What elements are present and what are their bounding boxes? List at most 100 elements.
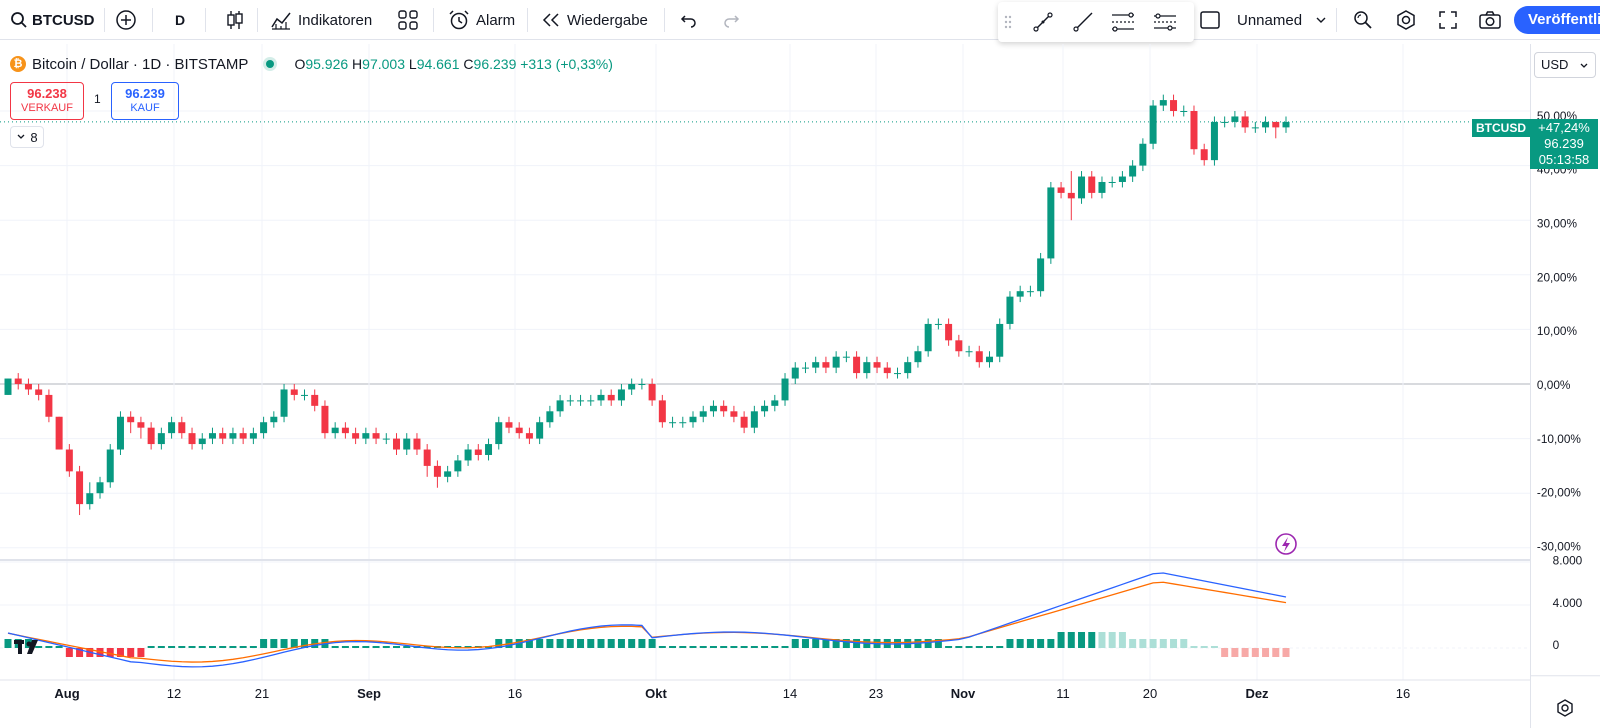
macd-histogram-bar [822,639,830,648]
candle [638,378,646,390]
currency-select[interactable]: USD [1534,52,1596,78]
time-axis-settings-button[interactable] [1556,699,1574,722]
candle [1231,111,1239,128]
time-tick-label: 16 [508,686,522,701]
indicators-button[interactable]: Indikatoren [270,0,372,40]
candle [1139,138,1147,172]
macd-histogram-bar [709,646,717,648]
last-price: 96.239 [1544,136,1584,151]
macd-histogram-bar [617,639,625,648]
parallel-channel-tool[interactable] [1152,2,1178,42]
candle [812,356,820,374]
alarm-button[interactable]: Alarm [448,0,515,40]
macd-histogram-bar [587,639,595,648]
undo-button[interactable] [680,0,698,40]
candle [1108,176,1116,188]
trend-line-tool[interactable] [1032,2,1054,42]
sell-button[interactable]: 96.238 VERKAUF [10,82,84,120]
symbol-search-button[interactable]: BTCUSD [10,0,95,40]
ray-tool[interactable] [1072,2,1094,42]
layout-name-button[interactable]: Unnamed [1199,0,1328,40]
candle [945,318,953,346]
checkbox-square-icon [1200,11,1220,29]
bitcoin-logo-icon: ₿ [10,56,26,72]
macd-histogram-bar [832,639,840,648]
candle [679,416,687,428]
macd-histogram-bar [454,646,462,648]
macd-histogram-bar [525,639,533,648]
chart-canvas[interactable]: Aug 12 21 Sep 16 Okt 14 23 Nov 11 20 Dez 16 [0,44,1530,728]
replay-label: Wiedergabe [567,11,648,29]
candle [832,351,840,374]
candle [444,465,452,483]
drag-handle[interactable] [1004,2,1012,42]
macd-histogram-bar [750,646,758,648]
settings-button[interactable] [1395,0,1417,40]
candle [863,356,871,379]
replay-button[interactable]: Wiedergabe [541,0,648,40]
macd-histogram-bar [45,646,53,648]
macd-histogram-bar [1210,646,1218,648]
lightning-events-icon[interactable] [1275,533,1297,555]
macd-histogram-bar [76,648,84,657]
chart-legend: ₿ Bitcoin / Dollar · 1D · BITSTAMP O95.9… [10,54,613,74]
macd-histogram-bar [341,646,349,648]
candles-icon [227,11,243,29]
time-tick-label: 16 [1396,686,1410,701]
layouts-button[interactable] [397,0,419,40]
candle [761,400,769,417]
macd-histogram-bar [658,646,666,648]
macd-histogram-bar [1221,648,1229,657]
candle [208,427,216,445]
publish-button[interactable]: Veröffentlichen [1514,6,1600,34]
symbol-title[interactable]: Bitcoin / Dollar · 1D · BITSTAMP [32,55,249,73]
macd-histogram-bar [300,639,308,648]
candle [771,394,779,412]
fib-retracement-tool[interactable] [1110,2,1136,42]
macd-histogram-bar [955,646,963,648]
candle [178,416,186,439]
macd-histogram-bar [331,646,339,648]
indicators-collapse-button[interactable]: 8 [10,126,44,148]
candle [1129,160,1137,182]
candle [842,351,850,363]
fullscreen-button[interactable] [1438,0,1458,40]
candle [260,416,268,439]
macd-histogram-bar [781,646,789,648]
chevron-down-icon [1316,17,1326,23]
macd-histogram-bar [812,639,820,648]
candle [709,400,717,417]
macd-histogram-bar [352,646,360,648]
buy-button[interactable]: 96.239 KAUF [111,82,179,120]
macd-histogram-bar [239,646,247,648]
candle [689,411,697,428]
macd-histogram-bar [372,646,380,648]
candle [791,362,799,384]
macd-histogram-bar [597,639,605,648]
interval-button[interactable]: D [175,0,185,40]
search-icon [11,12,27,28]
chevron-down-icon [1580,63,1588,68]
redo-button[interactable] [722,0,740,40]
macd-histogram-bar [219,646,227,648]
quick-search-button[interactable] [1352,0,1374,40]
macd-histogram-bar [1149,639,1157,648]
time-tick-label: Dez [1245,686,1269,701]
chart-type-button[interactable] [225,0,245,40]
macd-histogram-bar [607,639,615,648]
compare-symbol-button[interactable] [115,0,137,40]
ray-line-icon [1073,12,1093,32]
price-scale[interactable]: 50,00%40,00%30,00%20,00%10,00%0,00%-10,0… [1530,44,1600,728]
change-value: +313 (+0,33%) [520,56,613,72]
high-key: H [352,56,363,72]
macd-histogram-bar [1282,648,1290,657]
snapshot-button[interactable] [1478,0,1502,40]
candle [1016,285,1024,303]
macd-histogram-bar [536,639,544,648]
candle [249,427,257,445]
macd-histogram-bar [55,646,63,648]
drawing-tools-floating-bar [998,2,1194,42]
candle [65,444,73,477]
candle [35,384,43,401]
candle [372,427,380,445]
